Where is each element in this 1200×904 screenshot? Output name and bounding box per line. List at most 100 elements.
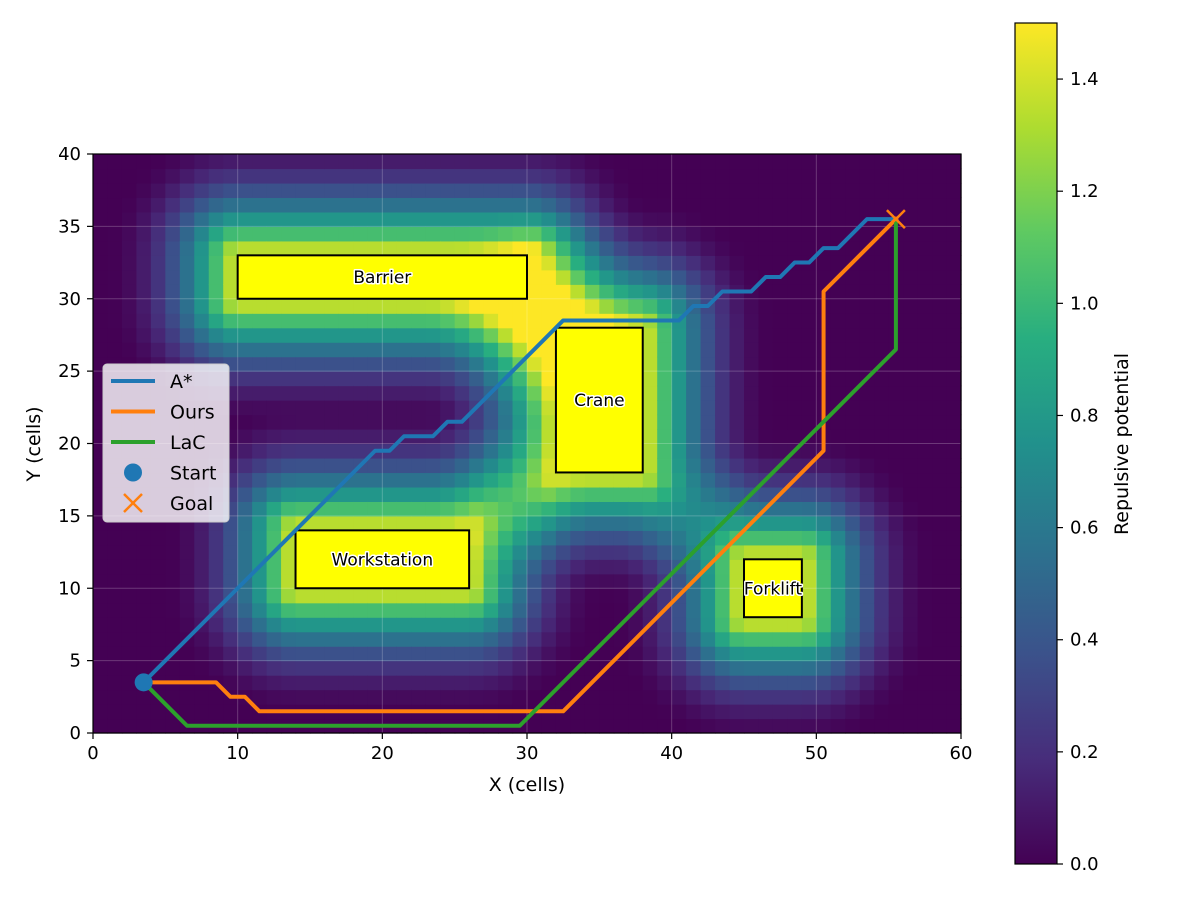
heatmap-cell <box>888 617 904 633</box>
heatmap-cell <box>310 588 326 604</box>
heatmap-cell <box>642 240 658 256</box>
heatmap-cell <box>512 240 528 256</box>
heatmap-cell <box>483 573 499 589</box>
heatmap-cell <box>657 400 673 416</box>
heatmap-cell <box>252 429 268 445</box>
heatmap-cell <box>599 211 615 227</box>
heatmap-cell <box>310 313 326 329</box>
heatmap-cell <box>570 588 586 604</box>
heatmap-cell <box>367 385 383 401</box>
heatmap-cell <box>93 211 109 227</box>
heatmap-cell <box>874 573 890 589</box>
heatmap-cell <box>469 240 485 256</box>
heatmap-cell <box>382 588 398 604</box>
heatmap-cell <box>686 443 702 459</box>
heatmap-cell <box>555 298 571 314</box>
heatmap-cell <box>729 429 745 445</box>
heatmap-cell <box>874 588 890 604</box>
heatmap-cell <box>150 530 166 546</box>
heatmap-cell <box>570 602 586 618</box>
heatmap-cell <box>932 486 948 502</box>
heatmap-cell <box>223 602 239 618</box>
heatmap-cell <box>628 689 644 705</box>
heatmap-cell <box>642 298 658 314</box>
heatmap-cell <box>555 515 571 531</box>
heatmap-cell <box>266 356 282 372</box>
heatmap-cell <box>671 385 687 401</box>
heatmap-cell <box>527 371 543 387</box>
heatmap-cell <box>642 226 658 242</box>
heatmap-cell <box>367 154 383 170</box>
heatmap-cell <box>121 269 137 285</box>
heatmap-cell <box>570 530 586 546</box>
heatmap-cell <box>642 269 658 285</box>
colorbar-tick-label: 0.6 <box>1070 518 1099 539</box>
heatmap-cell <box>816 718 832 734</box>
heatmap-cell <box>483 327 499 343</box>
heatmap-cell <box>657 675 673 691</box>
heatmap-cell <box>758 211 774 227</box>
heatmap-cell <box>353 298 369 314</box>
heatmap-cell <box>382 631 398 647</box>
heatmap-cell <box>469 457 485 474</box>
goal-marker <box>886 209 906 230</box>
heatmap-cell <box>570 226 586 242</box>
heatmap-cell <box>700 284 716 300</box>
heatmap-cell <box>252 689 268 705</box>
heatmap-cell <box>715 197 731 213</box>
heatmap-cell <box>758 313 774 329</box>
heatmap-cell <box>845 631 861 647</box>
heatmap-cell <box>324 660 340 676</box>
heatmap-cell <box>252 530 268 546</box>
heatmap-cell <box>628 182 644 199</box>
heatmap-cell <box>686 631 702 647</box>
heatmap-cell <box>787 675 803 691</box>
heatmap-cell <box>512 689 528 705</box>
heatmap-cell <box>223 240 239 256</box>
heatmap-cell <box>845 298 861 314</box>
heatmap-cell <box>353 588 369 604</box>
heatmap-cell <box>700 429 716 445</box>
heatmap-cell <box>686 154 702 170</box>
heatmap-cell <box>150 197 166 213</box>
heatmap-cell <box>382 182 398 199</box>
heatmap-cell <box>859 356 875 372</box>
heatmap-cell <box>512 559 528 575</box>
heatmap-cell <box>772 168 788 184</box>
heatmap-cell <box>801 617 817 633</box>
heatmap-cell <box>179 313 195 329</box>
heatmap-cell <box>440 660 456 676</box>
heatmap-cell <box>223 168 239 184</box>
heatmap-cell <box>772 211 788 227</box>
heatmap-cell <box>816 602 832 618</box>
heatmap-cell <box>93 718 109 734</box>
heatmap-cell <box>237 660 253 676</box>
heatmap-cell <box>121 530 137 546</box>
heatmap-cell <box>859 385 875 401</box>
heatmap-cell <box>266 240 282 256</box>
heatmap-cell <box>165 544 181 560</box>
legend-label: Start <box>170 463 216 485</box>
heatmap-cell <box>512 182 528 199</box>
heatmap-cell <box>628 530 644 546</box>
heatmap-cell <box>136 617 152 633</box>
heatmap-cell <box>382 197 398 213</box>
heatmap-cell <box>252 240 268 256</box>
heatmap-cell <box>281 501 297 517</box>
heatmap-cell <box>281 240 297 256</box>
heatmap-cell <box>744 675 760 691</box>
heatmap-cell <box>223 226 239 242</box>
heatmap-cell <box>642 704 658 720</box>
heatmap-cell <box>671 168 687 184</box>
heatmap-cell <box>310 414 326 430</box>
heatmap-cell <box>772 226 788 242</box>
heatmap-cell <box>657 472 673 488</box>
heatmap-cell <box>744 313 760 329</box>
heatmap-cell <box>295 617 311 633</box>
heatmap-cell <box>686 211 702 227</box>
heatmap-cell <box>382 327 398 343</box>
heatmap-cell <box>179 530 195 546</box>
heatmap-cell <box>136 154 152 170</box>
heatmap-cell <box>281 457 297 474</box>
heatmap-cell <box>252 544 268 560</box>
